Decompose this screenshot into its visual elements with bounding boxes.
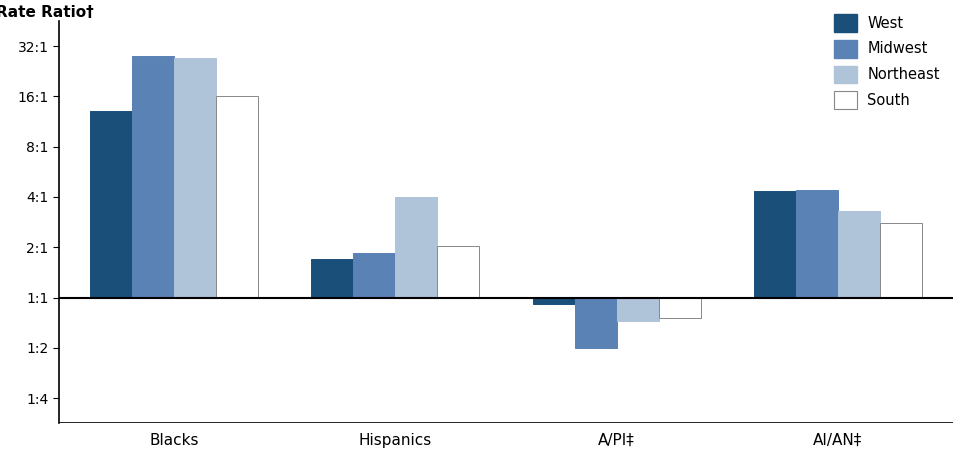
Bar [838, 211, 880, 298]
Bar [575, 298, 616, 348]
Bar [796, 190, 838, 298]
Bar [90, 111, 132, 298]
Bar [533, 298, 575, 303]
Bar [132, 56, 174, 298]
Legend: West, Midwest, Northeast, South: West, Midwest, Northeast, South [828, 8, 946, 115]
Bar [659, 298, 701, 318]
Bar [311, 259, 353, 298]
Bar [353, 253, 396, 298]
Bar [438, 246, 479, 298]
Bar [616, 298, 659, 321]
Bar [754, 191, 796, 298]
Bar [216, 96, 258, 298]
Text: Rate Ratio†: Rate Ratio† [0, 5, 94, 20]
Bar [880, 223, 922, 298]
Bar [174, 58, 216, 298]
Bar [396, 197, 438, 298]
